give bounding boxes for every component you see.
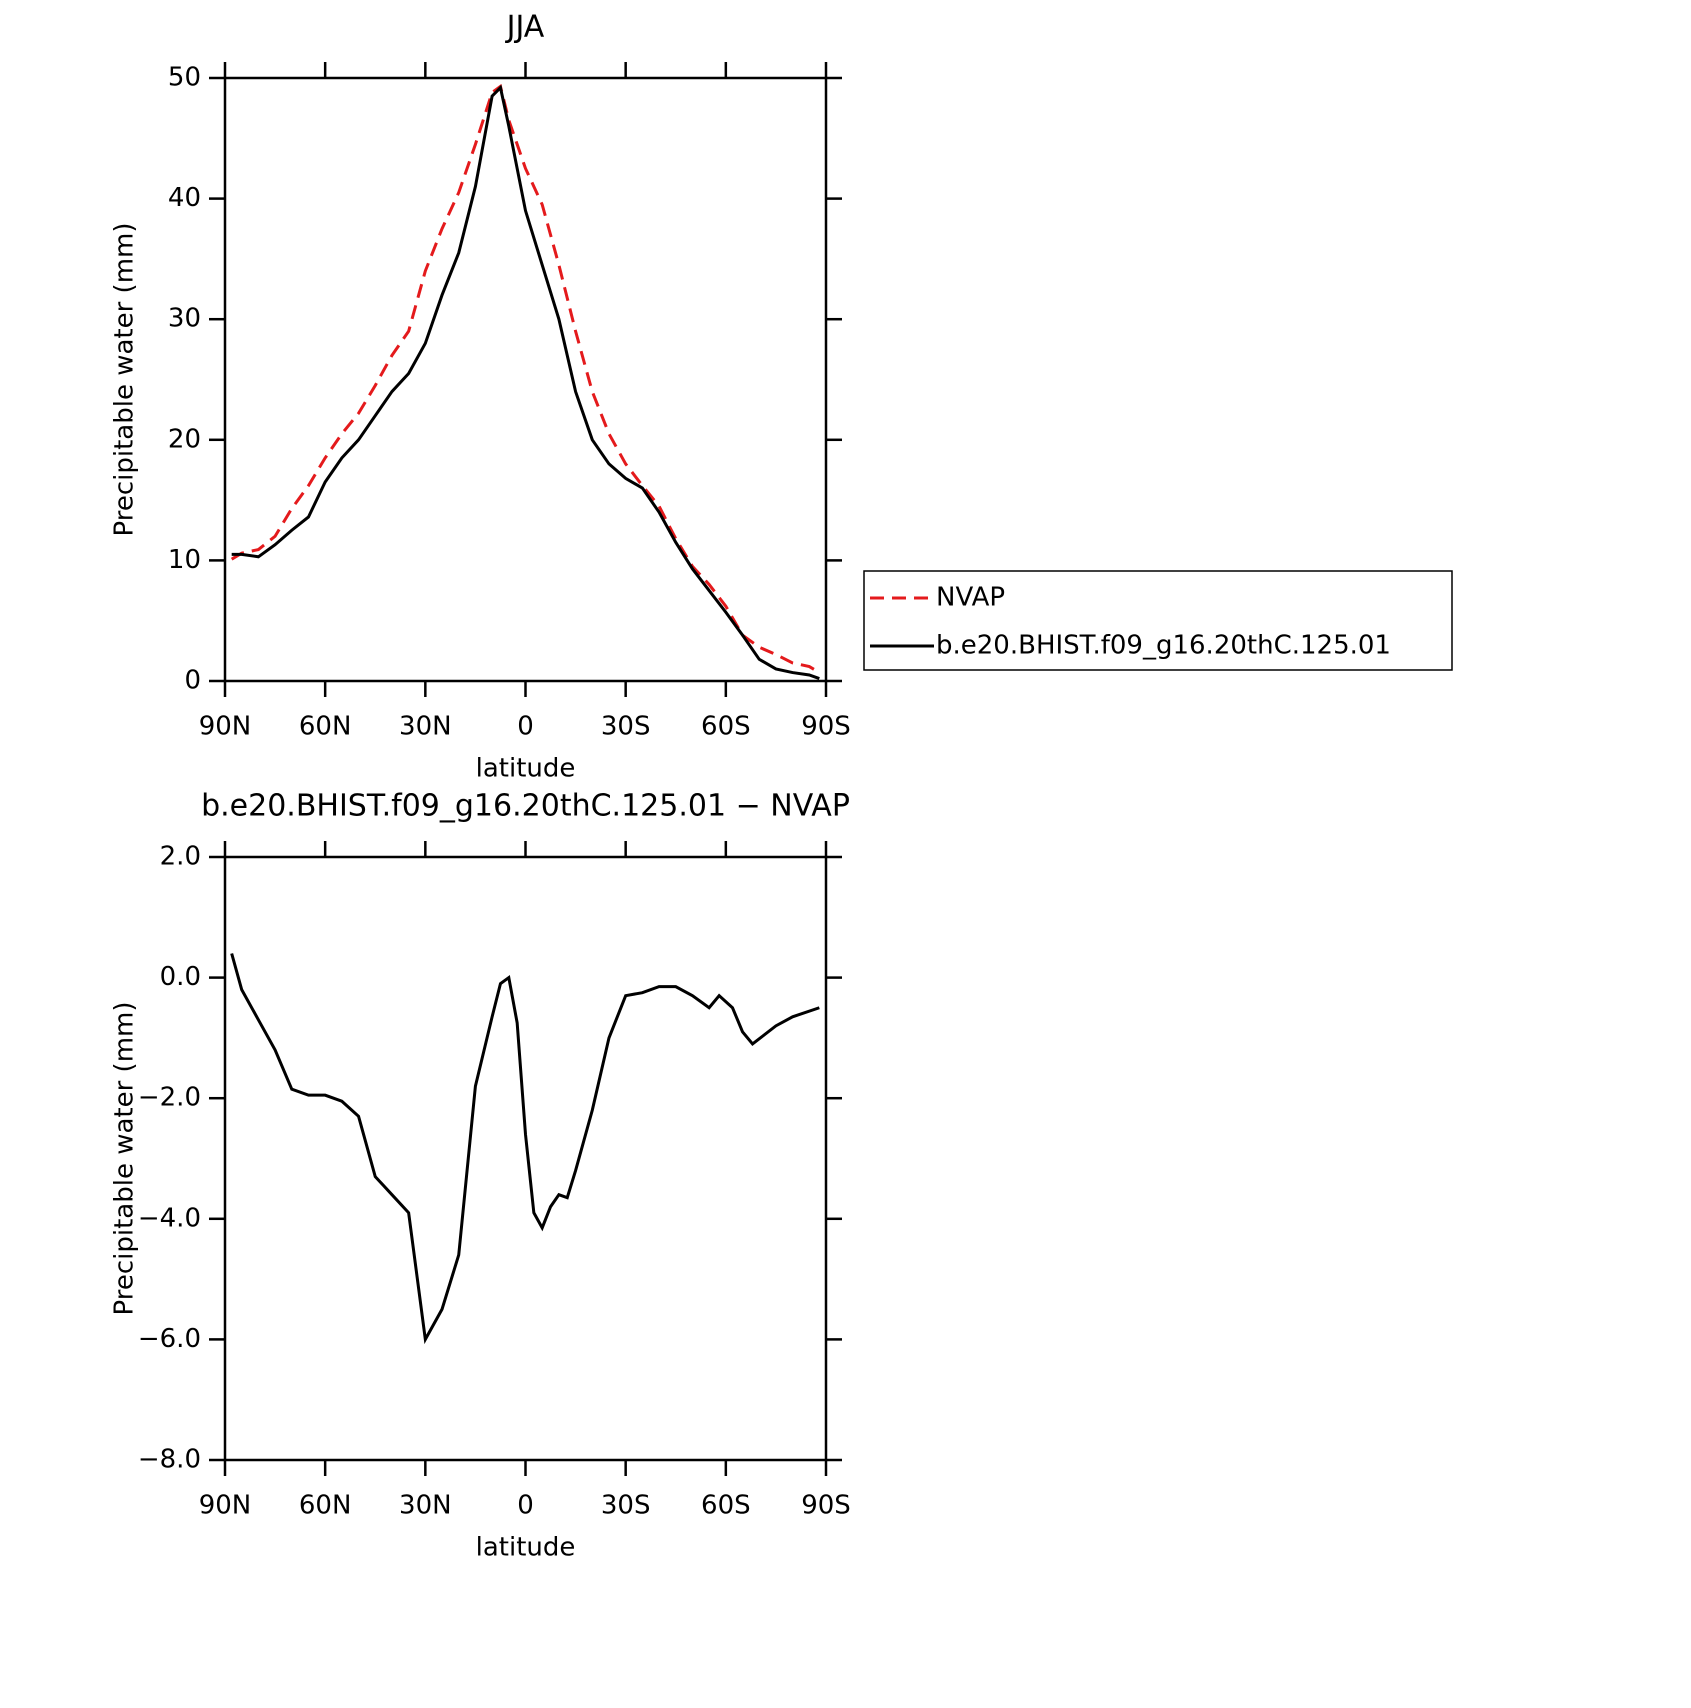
y-tick-label: 2.0 [160, 842, 201, 872]
x-axis-label: latitude [476, 754, 576, 784]
x-tick-label: 90N [199, 712, 252, 742]
x-tick-label: 90N [199, 1491, 252, 1521]
x-tick-label: 0 [517, 1491, 534, 1521]
x-tick-label: 60S [701, 712, 751, 742]
data-line [230, 83, 821, 674]
x-tick-label: 90S [801, 1491, 851, 1521]
legend-box [863, 570, 1453, 671]
y-tick-label: 0 [184, 666, 201, 696]
y-tick-label: −2.0 [138, 1083, 201, 1113]
plot-frame [223, 855, 828, 1462]
y-axis-label: Precipitable water (mm) [110, 223, 140, 537]
legend-label: b.e20.BHIST.f09_g16.20thC.125.01 [936, 631, 1391, 661]
x-tick-label: 30N [399, 1491, 452, 1521]
x-axis-label: latitude [476, 1533, 576, 1563]
legend-label: NVAP [936, 583, 1005, 613]
x-tick-label: 0 [517, 712, 534, 742]
y-tick-label: 10 [168, 545, 201, 575]
x-tick-label: 30S [601, 712, 651, 742]
x-tick-label: 30N [399, 712, 452, 742]
y-tick-label: 40 [168, 183, 201, 213]
plot-frame [223, 76, 828, 683]
chart-title: b.e20.BHIST.f09_g16.20thC.125.01 − NVAP [201, 789, 850, 824]
data-line [230, 953, 820, 1345]
y-tick-label: −4.0 [138, 1203, 201, 1233]
x-tick-label: 30S [601, 1491, 651, 1521]
x-tick-label: 60N [299, 1491, 352, 1521]
y-tick-label: 20 [168, 424, 201, 454]
y-tick-label: 50 [168, 63, 201, 93]
y-axis-label: Precipitable water (mm) [110, 1002, 140, 1316]
x-tick-label: 90S [801, 712, 851, 742]
y-tick-label: 30 [168, 304, 201, 334]
x-tick-label: 60N [299, 712, 352, 742]
y-tick-label: −6.0 [138, 1324, 201, 1354]
chart-title: JJA [505, 10, 545, 45]
x-tick-label: 60S [701, 1491, 751, 1521]
y-tick-label: −8.0 [138, 1445, 201, 1475]
data-line [231, 84, 820, 680]
y-tick-label: 0.0 [160, 962, 201, 992]
